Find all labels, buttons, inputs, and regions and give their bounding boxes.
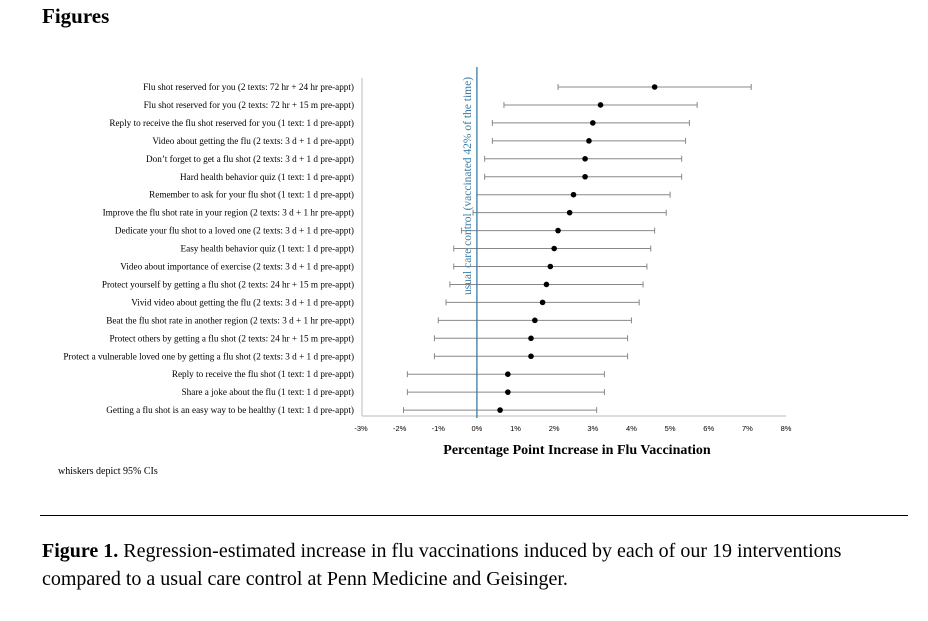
category-label: Video about getting the flu (2 texts: 3 … (152, 136, 354, 146)
ci-whiskers (403, 84, 752, 414)
estimate-point (551, 245, 557, 252)
category-label: Beat the flu shot rate in another region… (106, 315, 354, 325)
estimate-point (586, 138, 592, 144)
control-reference: usual care control (vaccinated 42% of th… (462, 67, 478, 418)
category-label: Reply to receive the flu shot (1 text: 1… (172, 369, 354, 379)
estimate-point (505, 371, 511, 378)
estimate-point (582, 173, 588, 180)
section-heading: Figures (42, 4, 110, 28)
divider (40, 515, 908, 516)
figure-caption: Figure 1. Regression-estimated increase … (42, 537, 892, 593)
x-tick-label: -2% (393, 424, 407, 433)
control-line-label: usual care control (vaccinated 42% of th… (462, 77, 474, 295)
estimate-point (566, 209, 573, 216)
category-label: Easy health behavior quiz (1 text: 1 d p… (181, 244, 354, 254)
x-tick-label: -1% (432, 424, 446, 433)
x-tick-label: 7% (742, 424, 753, 433)
estimate-point (505, 389, 511, 395)
estimate-point (590, 120, 596, 126)
estimate-point (543, 281, 550, 288)
caption-label: Figure 1. (42, 540, 119, 562)
category-label: Don’t forget to get a flu shot (2 texts:… (146, 154, 354, 164)
x-tick-label: 0% (471, 424, 482, 433)
category-label: Vivid video about getting the flu (2 tex… (131, 297, 354, 307)
x-tick-label: 6% (703, 424, 714, 433)
estimate-points (497, 84, 658, 413)
category-label: Protect a vulnerable loved one by gettin… (63, 351, 354, 361)
estimate-point (547, 263, 554, 270)
category-labels: Flu shot reserved for you (2 texts: 72 h… (63, 82, 354, 415)
estimate-point (528, 353, 534, 360)
category-label: Video about importance of exercise (2 te… (120, 262, 354, 272)
x-tick-label: 4% (626, 424, 637, 433)
x-tick-label: 5% (665, 424, 676, 433)
y-axis-line (361, 78, 786, 417)
category-label: Flu shot reserved for you (2 texts: 72 h… (143, 82, 354, 92)
footnote: whiskers depict 95% CIs (58, 466, 158, 477)
estimate-point (582, 156, 588, 162)
category-label: Protect others by getting a flu shot (2 … (109, 333, 354, 343)
category-label: Dedicate your flu shot to a loved one (2… (115, 226, 354, 236)
category-label: Getting a flu shot is an easy way to be … (106, 405, 354, 415)
estimate-point (539, 299, 546, 306)
estimate-point (597, 102, 604, 108)
caption-text: Regression-estimated increase in flu vac… (42, 540, 842, 590)
estimate-point (528, 335, 534, 342)
category-label: Reply to receive the flu shot reserved f… (109, 118, 354, 128)
estimate-point (532, 317, 538, 324)
x-tick-label: 3% (587, 424, 598, 433)
category-label: Improve the flu shot rate in your region… (103, 208, 354, 218)
x-tick-label: 8% (781, 424, 792, 433)
category-label: Share a joke about the flu (1 text: 1 d … (182, 387, 354, 397)
x-axis-label: Percentage Point Increase in Flu Vaccina… (443, 443, 711, 458)
forest-plot: Flu shot reserved for you (2 texts: 72 h… (63, 67, 792, 458)
estimate-point (651, 84, 658, 90)
x-tick-label: 1% (510, 424, 521, 433)
category-label: Flu shot reserved for you (2 texts: 72 h… (144, 100, 354, 110)
x-tick-labels: -3% -2% -1% 0% 1% 2% 3% 4% 5% 6% 7% 8% (354, 424, 791, 433)
estimate-point (570, 191, 577, 198)
x-tick-label: -3% (354, 424, 368, 433)
category-label: Hard health behavior quiz (1 text: 1 d p… (180, 172, 354, 182)
x-tick-label: 2% (549, 424, 560, 433)
estimate-point (555, 227, 561, 234)
category-label: Remember to ask for your flu shot (1 tex… (149, 190, 354, 200)
category-label: Protect yourself by getting a flu shot (… (102, 279, 354, 289)
estimate-point (497, 407, 503, 413)
